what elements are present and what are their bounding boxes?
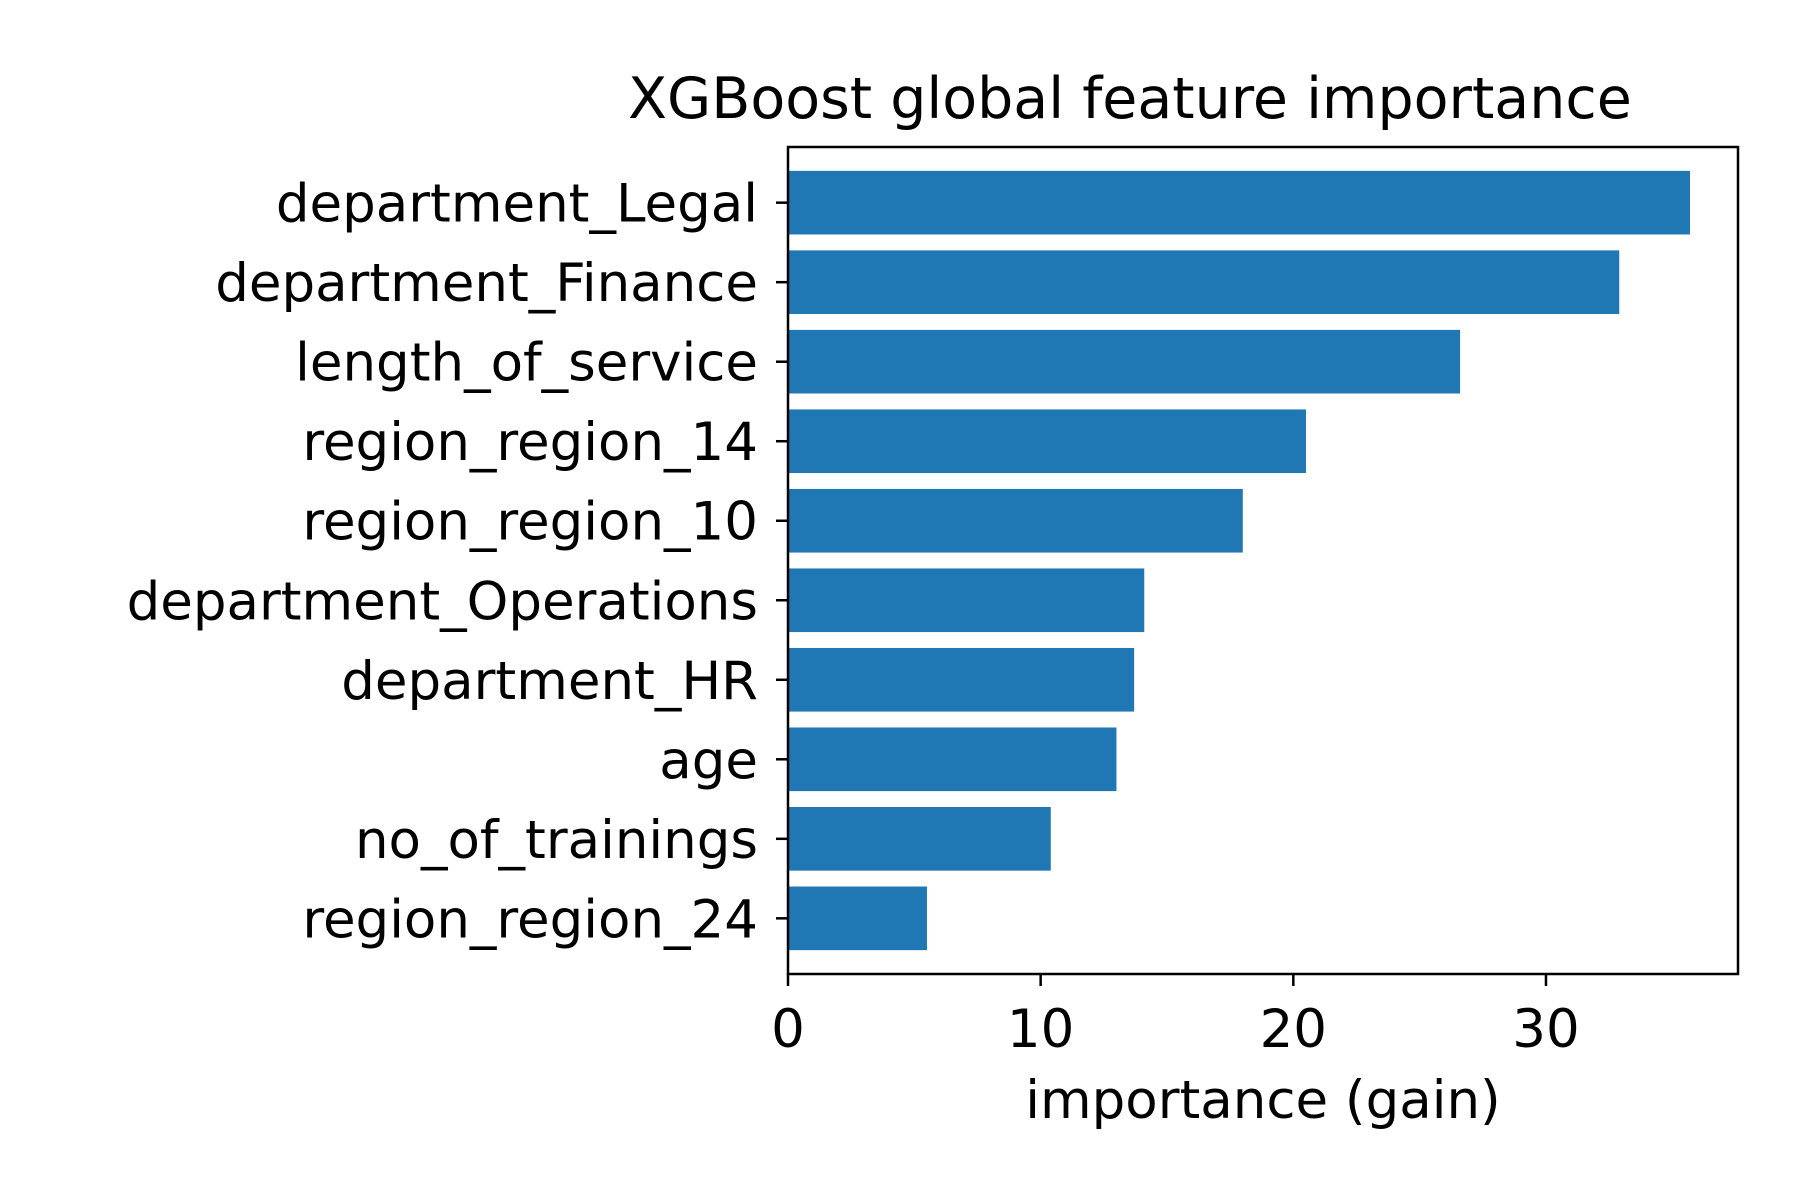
bar bbox=[788, 329, 1461, 394]
bar bbox=[788, 409, 1306, 474]
y-tick-label: length_of_service bbox=[295, 333, 758, 394]
y-tick-label: department_Operations bbox=[127, 571, 758, 632]
y-tick-label: department_Finance bbox=[215, 253, 758, 314]
bar bbox=[788, 568, 1145, 633]
y-tick-label: region_region_14 bbox=[302, 412, 758, 473]
y-tick-label: department_Legal bbox=[276, 174, 758, 235]
x-axis-ticks: 0 10 20 30 bbox=[771, 974, 1580, 1060]
x-axis-label: importance (gain) bbox=[1025, 1070, 1500, 1131]
y-tick-label: age bbox=[659, 730, 758, 791]
y-axis-ticks: department_Legal department_Financelength… bbox=[127, 174, 788, 950]
chart-title: XGBoost global feature importance bbox=[628, 66, 1632, 132]
x-tick-label: 30 bbox=[1512, 999, 1579, 1060]
bar bbox=[788, 647, 1135, 712]
bar bbox=[788, 886, 927, 951]
y-tick-label: department_HR bbox=[341, 651, 758, 712]
x-tick-label: 10 bbox=[1007, 999, 1074, 1060]
bar bbox=[788, 807, 1051, 871]
bar bbox=[788, 170, 1690, 235]
plot-frame bbox=[786, 145, 1740, 976]
bar bbox=[788, 488, 1243, 553]
bars-group bbox=[788, 170, 1690, 951]
x-tick-label: 0 bbox=[771, 999, 805, 1060]
y-tick-label: region_region_24 bbox=[302, 889, 758, 950]
bar bbox=[788, 727, 1117, 792]
y-tick-label: region_region_10 bbox=[302, 492, 758, 553]
y-tick-label: no_of_trainings bbox=[355, 810, 758, 871]
x-tick-label: 20 bbox=[1260, 999, 1327, 1060]
bar bbox=[788, 250, 1620, 314]
